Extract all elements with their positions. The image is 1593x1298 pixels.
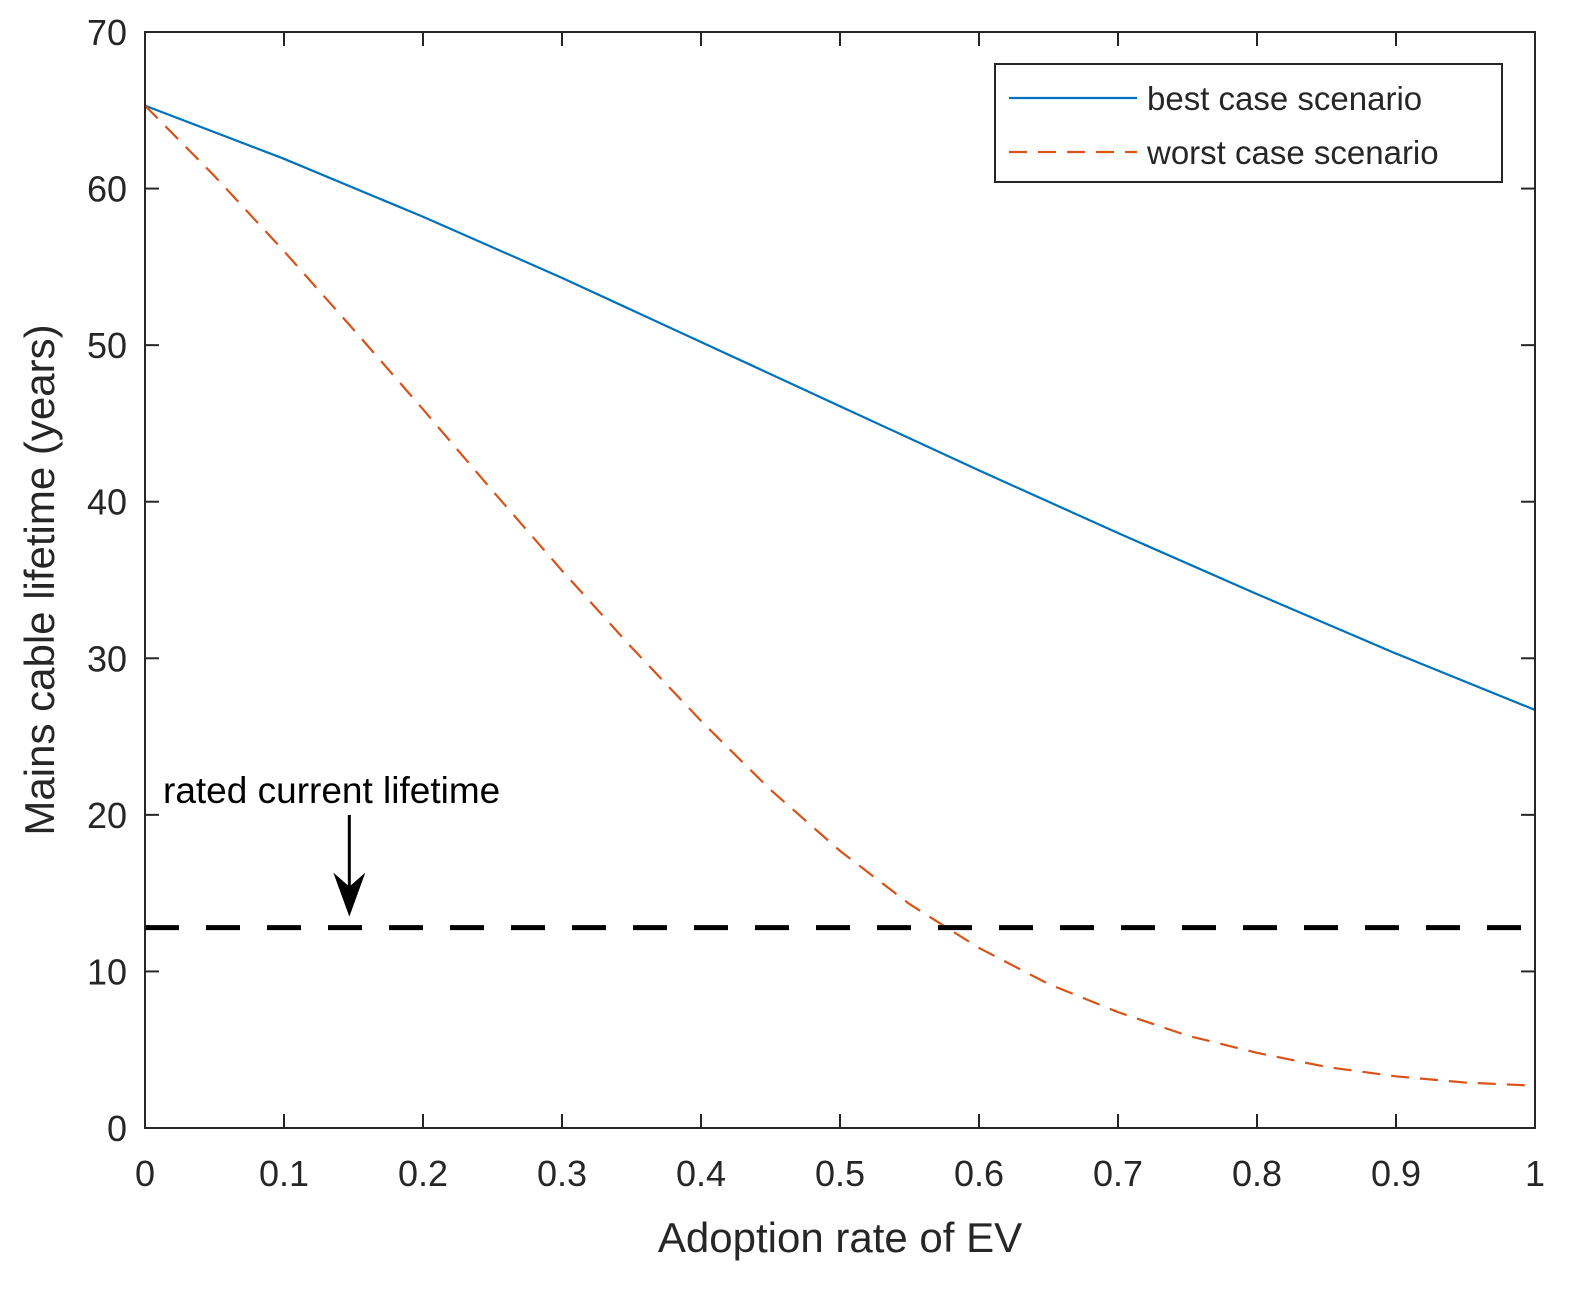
y-tick-label: 70 <box>87 12 127 53</box>
legend-label-best-case: best case scenario <box>1147 80 1422 117</box>
y-tick-label: 0 <box>107 1108 127 1149</box>
x-tick-label: 0.2 <box>398 1153 448 1194</box>
ticks-layer: 0 0.1 0.2 0.3 0.4 0.5 0.6 0.7 0.8 0.9 101020304050… <box>87 12 1545 1194</box>
y-tick-label: 60 <box>87 169 127 210</box>
y-tick-label: 50 <box>87 325 127 366</box>
y-tick-label: 40 <box>87 482 127 523</box>
y-tick-label: 30 <box>87 638 127 679</box>
x-tick-label: 0.9 <box>1371 1153 1421 1194</box>
series-line-best-case <box>144 104 1536 711</box>
legend-box <box>994 63 1503 183</box>
y-tick-label: 20 <box>87 795 127 836</box>
y-tick-label: 10 <box>87 951 127 992</box>
x-tick-label: 0.3 <box>537 1153 587 1194</box>
annotation-arrow-head <box>333 872 366 917</box>
x-tick-label: 0 <box>135 1153 155 1194</box>
x-tick-label: 0.5 <box>815 1153 865 1194</box>
annotation-label: rated current lifetime <box>163 770 500 811</box>
annotation: rated current lifetime <box>163 770 500 917</box>
x-tick-label: 1 <box>1525 1153 1545 1194</box>
series-line-worst-case <box>144 104 1536 1087</box>
y-axis-title: Mains cable lifetime (years) <box>16 324 63 835</box>
plot-area <box>145 32 1535 1128</box>
x-axis-title: Adoption rate of EV <box>658 1214 1022 1261</box>
series-layer <box>144 104 1536 1087</box>
legend: best case scenario worst case scenario <box>994 63 1503 183</box>
x-tick-label: 0.7 <box>1093 1153 1143 1194</box>
x-tick-label: 0.8 <box>1232 1153 1282 1194</box>
legend-label-worst-case: worst case scenario <box>1146 134 1439 171</box>
x-tick-label: 0.1 <box>259 1153 309 1194</box>
x-tick-label: 0.4 <box>676 1153 726 1194</box>
x-tick-label: 0.6 <box>954 1153 1004 1194</box>
